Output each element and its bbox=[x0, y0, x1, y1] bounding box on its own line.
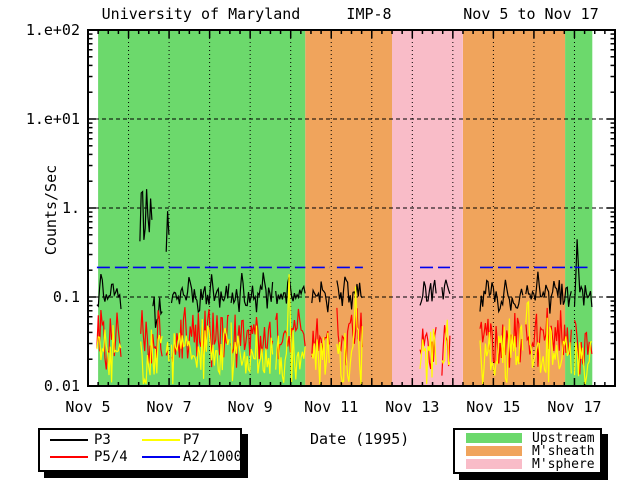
x-tick-label: Nov 17 bbox=[547, 398, 602, 416]
y-tick-label: 0.01 bbox=[43, 377, 80, 395]
x-tick-label: Nov 11 bbox=[304, 398, 359, 416]
y-tick-label: 1.e+01 bbox=[25, 110, 80, 128]
y-tick-label: 0.1 bbox=[52, 288, 80, 306]
msheath-label: M'sheath bbox=[532, 444, 595, 459]
msheath-swatch bbox=[466, 446, 522, 456]
x-tick-label: Nov 9 bbox=[227, 398, 273, 416]
series-legend-box: P3 P5/4 P7 A2/1000 bbox=[38, 428, 242, 472]
p54-label: P5/4 bbox=[94, 449, 128, 465]
a2-line-sample bbox=[142, 456, 180, 458]
series-p7 bbox=[96, 274, 593, 385]
p3-line-sample bbox=[50, 439, 88, 441]
plot-title-daterange: Nov 5 to Nov 17 bbox=[463, 5, 599, 23]
x-axis-label: Date (1995) bbox=[310, 430, 410, 448]
upstream-swatch bbox=[466, 433, 522, 443]
upstream-label: Upstream bbox=[532, 431, 595, 446]
x-tick-label: Nov 5 bbox=[65, 398, 111, 416]
x-tick-label: Nov 15 bbox=[466, 398, 521, 416]
p7-line-sample bbox=[142, 439, 180, 441]
p3-label: P3 bbox=[94, 432, 111, 448]
x-tick-label: Nov 7 bbox=[146, 398, 192, 416]
p7-label: P7 bbox=[183, 432, 200, 448]
msphere-label: M'sphere bbox=[532, 457, 595, 472]
plot-frame bbox=[87, 29, 616, 387]
region-legend-box: Upstream M'sheath M'sphere bbox=[453, 428, 602, 474]
series-p3 bbox=[96, 189, 593, 328]
plot-title-institution: University of Maryland bbox=[101, 5, 301, 23]
y-tick-label: 1.e+02 bbox=[25, 21, 80, 39]
p54-line-sample bbox=[50, 456, 88, 458]
a2-label: A2/1000 bbox=[183, 449, 243, 465]
x-tick-label: Nov 13 bbox=[385, 398, 440, 416]
msphere-swatch bbox=[466, 459, 522, 469]
y-tick-label: 1. bbox=[61, 199, 80, 217]
plot-title-spacecraft: IMP-8 bbox=[346, 5, 392, 23]
